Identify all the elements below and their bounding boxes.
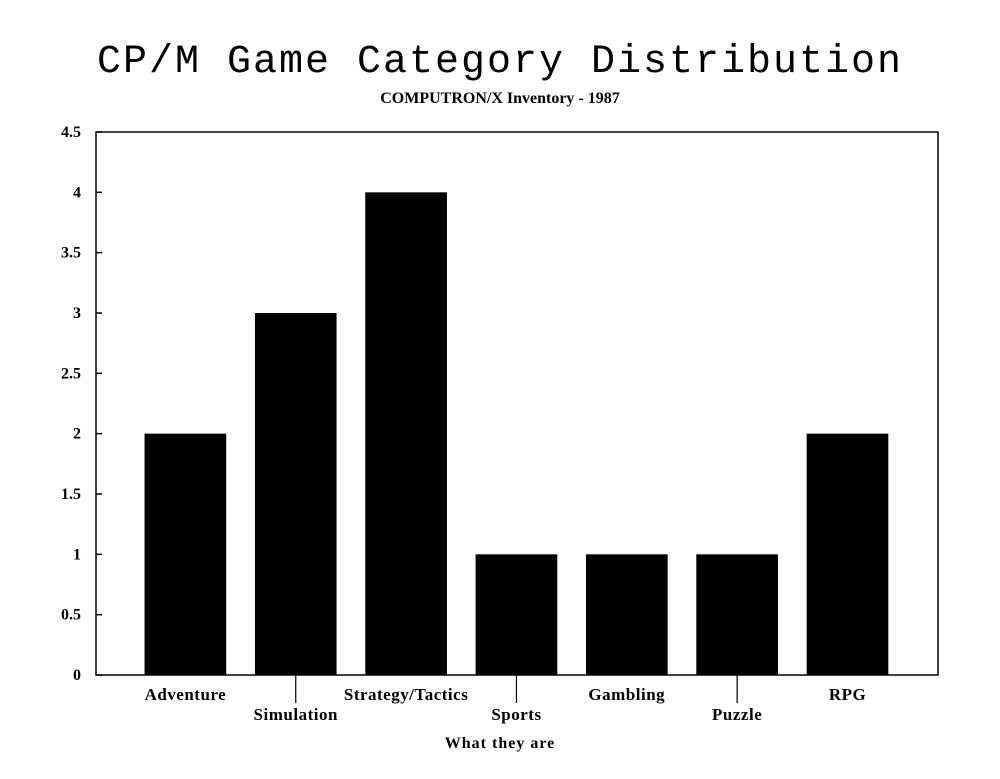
x-axis-title: What they are xyxy=(445,735,555,752)
bar-gambling xyxy=(585,554,668,675)
x-tick-label: Adventure xyxy=(145,685,227,704)
x-axis: Adventure Simulation Strategy/Tactics Sport… xyxy=(145,675,866,724)
y-tick-label: 1 xyxy=(73,546,81,563)
y-tick-label: 3.5 xyxy=(61,245,81,262)
x-tick-label: RPG xyxy=(829,685,866,704)
y-tick-label: 3 xyxy=(73,305,81,322)
x-tick-label: Sports xyxy=(491,705,541,724)
bar-strategy-tactics xyxy=(365,192,447,676)
x-tick-label: Strategy/Tactics xyxy=(344,685,468,704)
chart-title: CP/M Game Category Distribution xyxy=(97,40,903,85)
y-tick-label: 0 xyxy=(73,667,81,684)
x-tick-label: Gambling xyxy=(588,685,665,704)
y-tick-label: 4.5 xyxy=(61,124,81,141)
bar-sports xyxy=(475,554,558,675)
x-tick-label: Simulation xyxy=(254,705,338,724)
y-tick-label: 2 xyxy=(73,426,81,443)
chart-subtitle: COMPUTRON/X Inventory - 1987 xyxy=(380,90,620,107)
bar-rpg xyxy=(806,433,889,675)
x-tick-label: Puzzle xyxy=(712,705,762,724)
bar-puzzle xyxy=(696,554,778,675)
y-tick-label: 0.5 xyxy=(61,607,81,624)
bars xyxy=(144,192,889,676)
y-axis: 0 0.5 1 1.5 2 2.5 3 3.5 4 4.5 xyxy=(61,124,102,684)
y-tick-label: 2.5 xyxy=(61,365,81,382)
y-tick-label: 4 xyxy=(73,184,81,201)
y-tick-label: 1.5 xyxy=(61,486,81,503)
bar-simulation xyxy=(254,313,337,675)
bar-adventure xyxy=(144,433,227,675)
